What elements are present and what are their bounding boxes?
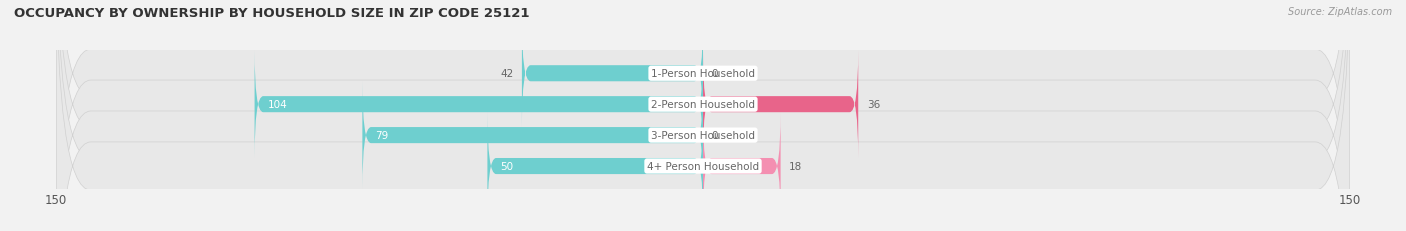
FancyBboxPatch shape bbox=[703, 51, 858, 158]
Text: 0: 0 bbox=[711, 69, 718, 79]
Text: 42: 42 bbox=[501, 69, 513, 79]
Text: 104: 104 bbox=[267, 100, 287, 110]
FancyBboxPatch shape bbox=[56, 0, 1350, 231]
FancyBboxPatch shape bbox=[703, 113, 780, 220]
FancyBboxPatch shape bbox=[254, 51, 703, 158]
FancyBboxPatch shape bbox=[56, 0, 1350, 231]
Text: Source: ZipAtlas.com: Source: ZipAtlas.com bbox=[1288, 7, 1392, 17]
Text: 36: 36 bbox=[868, 100, 880, 110]
FancyBboxPatch shape bbox=[56, 0, 1350, 231]
Text: OCCUPANCY BY OWNERSHIP BY HOUSEHOLD SIZE IN ZIP CODE 25121: OCCUPANCY BY OWNERSHIP BY HOUSEHOLD SIZE… bbox=[14, 7, 530, 20]
Text: 50: 50 bbox=[501, 161, 513, 171]
Text: 3-Person Household: 3-Person Household bbox=[651, 131, 755, 140]
Text: 2-Person Household: 2-Person Household bbox=[651, 100, 755, 110]
FancyBboxPatch shape bbox=[488, 113, 703, 220]
FancyBboxPatch shape bbox=[56, 0, 1350, 231]
Text: 79: 79 bbox=[375, 131, 388, 140]
FancyBboxPatch shape bbox=[363, 82, 703, 189]
Text: 1-Person Household: 1-Person Household bbox=[651, 69, 755, 79]
Text: 0: 0 bbox=[711, 131, 718, 140]
Text: 18: 18 bbox=[789, 161, 803, 171]
FancyBboxPatch shape bbox=[522, 20, 703, 128]
Text: 4+ Person Household: 4+ Person Household bbox=[647, 161, 759, 171]
